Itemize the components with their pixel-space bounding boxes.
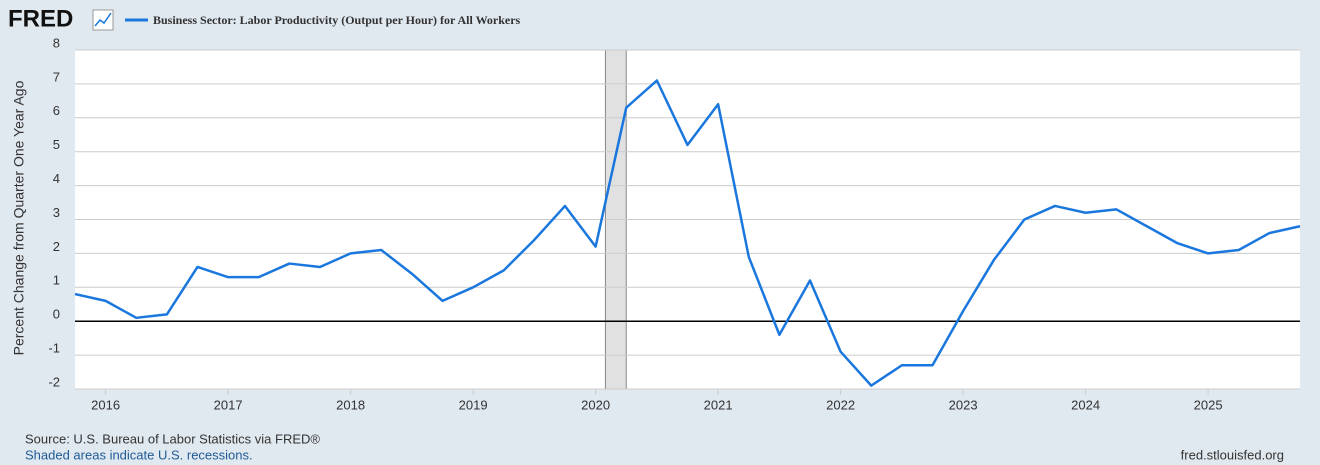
y-tick-label: 1 <box>53 273 60 288</box>
x-tick-label: 2017 <box>214 397 243 412</box>
x-tick-label: 2020 <box>581 397 610 412</box>
y-tick-label: 7 <box>53 69 60 84</box>
x-tick-label: 2022 <box>826 397 855 412</box>
y-tick-label: -2 <box>48 374 60 389</box>
logo-icon <box>92 9 114 31</box>
data-line <box>74 79 1301 387</box>
y-axis-label: Percent Change from Quarter One Year Ago <box>11 80 27 355</box>
logo: FRED <box>8 5 73 32</box>
y-tick-label: 4 <box>53 171 60 186</box>
recession-note: Shaded areas indicate U.S. recessions. <box>25 447 253 462</box>
y-tick-label: 3 <box>53 205 60 220</box>
y-tick-label: 5 <box>53 137 60 152</box>
site: fred.stlouisfed.org <box>1181 447 1284 462</box>
legend-label: Business Sector: Labor Productivity (Out… <box>153 13 521 27</box>
x-tick-label: 2024 <box>1071 397 1100 412</box>
y-tick-label: 6 <box>53 103 60 118</box>
x-tick-label: 2021 <box>704 397 733 412</box>
y-tick-label: 0 <box>53 307 60 322</box>
x-tick-label: 2023 <box>949 397 978 412</box>
x-tick-label: 2019 <box>459 397 488 412</box>
x-tick-label: 2016 <box>91 397 120 412</box>
y-tick-label: 8 <box>53 35 60 50</box>
y-tick-label: -1 <box>48 341 60 356</box>
y-tick-label: 2 <box>53 239 60 254</box>
x-tick-label: 2025 <box>1194 397 1223 412</box>
x-tick-label: 2018 <box>336 397 365 412</box>
source: Source: U.S. Bureau of Labor Statistics … <box>25 431 320 446</box>
